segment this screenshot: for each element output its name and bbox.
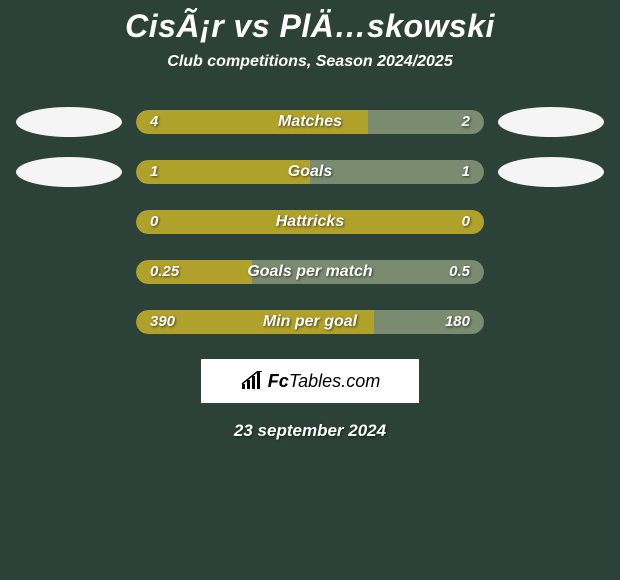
stat-bar: 0.250.5Goals per match	[136, 260, 484, 284]
stat-row: 42Matches	[0, 109, 620, 135]
badge-label: FcTables.com	[268, 371, 380, 392]
comparison-card: CisÃ¡r vs PlÄ…skowski Club competitions,…	[0, 0, 620, 441]
stat-label: Goals	[136, 160, 484, 184]
left-ellipse	[16, 157, 122, 187]
chart-icon	[240, 371, 264, 391]
stats-rows: 42Matches 11Goals 00Hattricks 0.250.5Goals …	[0, 109, 620, 335]
stat-bar: 11Goals	[136, 160, 484, 184]
source-badge[interactable]: FcTables.com	[201, 359, 419, 403]
stat-row: 00Hattricks	[0, 209, 620, 235]
right-ellipse	[498, 157, 604, 187]
stat-row: 11Goals	[0, 159, 620, 185]
stat-row: 0.250.5Goals per match	[0, 259, 620, 285]
stat-bar: 00Hattricks	[136, 210, 484, 234]
stat-bar: 42Matches	[136, 110, 484, 134]
stat-bar: 390180Min per goal	[136, 310, 484, 334]
page-title: CisÃ¡r vs PlÄ…skowski	[0, 8, 620, 45]
subtitle: Club competitions, Season 2024/2025	[0, 53, 620, 71]
stat-label: Hattricks	[136, 210, 484, 234]
stat-label: Min per goal	[136, 310, 484, 334]
stat-label: Matches	[136, 110, 484, 134]
date-label: 23 september 2024	[0, 421, 620, 441]
stat-row: 390180Min per goal	[0, 309, 620, 335]
right-ellipse	[498, 107, 604, 137]
left-ellipse	[16, 107, 122, 137]
stat-label: Goals per match	[136, 260, 484, 284]
